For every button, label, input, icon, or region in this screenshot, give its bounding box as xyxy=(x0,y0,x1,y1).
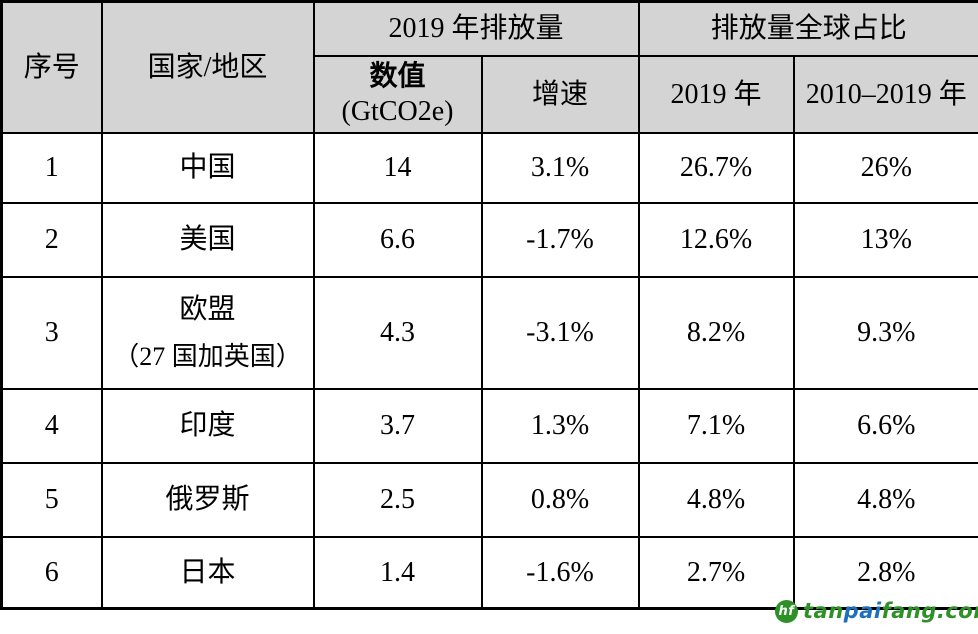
cell-growth: -3.1% xyxy=(480,275,640,390)
cell-growth: 3.1% xyxy=(480,131,640,204)
cell-share-2010-2019: 2.8% xyxy=(792,535,978,610)
cell-country: 美国 xyxy=(100,201,315,278)
cell-country: 日本 xyxy=(100,535,315,610)
table-row: 4 印度 3.7 1.3% 7.1% 6.6% xyxy=(0,387,978,464)
cell-share-2019: 2.7% xyxy=(637,535,795,610)
header-cell-share-2010-2019: 2010–2019 年 xyxy=(792,54,978,134)
cell-share-2019: 7.1% xyxy=(637,387,795,464)
tanpaifang-logo-icon: hf xyxy=(775,599,798,623)
table-row: 1 中国 14 3.1% 26.7% 26% xyxy=(0,131,978,204)
header-value-unit: (GtCO2e) xyxy=(341,96,454,127)
country-subtitle: （27 国加英国） xyxy=(113,341,302,371)
cell-no: 6 xyxy=(0,535,103,610)
cell-share-2010-2019: 9.3% xyxy=(792,275,978,390)
cell-country: 中国 xyxy=(100,131,315,204)
cell-share-2019: 4.8% xyxy=(637,461,795,538)
cell-value: 14 xyxy=(312,131,483,204)
table-row: 6 日本 1.4 -1.6% 2.7% 2.8% xyxy=(0,535,978,610)
cell-no: 4 xyxy=(0,387,103,464)
cell-growth: -1.6% xyxy=(480,535,640,610)
cell-share-2019: 12.6% xyxy=(637,201,795,278)
header-row-subcolumns: 数值 (GtCO2e) 增速 2019 年 2010–2019 年 xyxy=(2,54,978,134)
header-cell-value-gtco2e: 数值 (GtCO2e) xyxy=(312,54,483,134)
header-cell-no: 序号 xyxy=(0,0,103,134)
emissions-table: 序号 国家/地区 2019 年排放量 排放量全球占比 数值 (GtCO2e) 增… xyxy=(0,0,978,610)
cell-share-2019: 8.2% xyxy=(637,275,795,390)
cell-no: 2 xyxy=(0,201,103,278)
cell-share-2010-2019: 6.6% xyxy=(792,387,978,464)
cell-no: 1 xyxy=(0,131,103,204)
table-row: 5 俄罗斯 2.5 0.8% 4.8% 4.8% xyxy=(0,461,978,538)
header-row-groups: 序号 国家/地区 2019 年排放量 排放量全球占比 xyxy=(0,0,978,134)
cell-share-2010-2019: 13% xyxy=(792,201,978,278)
cell-share-2010-2019: 26% xyxy=(792,131,978,204)
country-name: 欧盟 xyxy=(179,293,236,325)
cell-country: 印度 xyxy=(100,387,315,464)
cell-no: 3 xyxy=(0,275,103,390)
watermark-tanpaifang: hf tanpaifang.com xyxy=(775,599,978,623)
cell-growth: 0.8% xyxy=(480,461,640,538)
cell-value: 1.4 xyxy=(312,535,483,610)
watermark-text: tanpaifang.com xyxy=(803,599,978,623)
header-cell-growth: 增速 xyxy=(480,54,640,134)
table-row: 3 欧盟 （27 国加英国） 4.3 -3.1% 8.2% 9.3% xyxy=(0,275,978,390)
cell-country: 欧盟 （27 国加英国） xyxy=(100,275,315,390)
cell-value: 6.6 xyxy=(312,201,483,278)
cell-no: 5 xyxy=(0,461,103,538)
cell-growth: -1.7% xyxy=(480,201,640,278)
cell-growth: 1.3% xyxy=(480,387,640,464)
header-group-2019-emissions: 2019 年排放量 xyxy=(312,0,640,57)
header-cell-share-2019: 2019 年 xyxy=(637,54,795,134)
table-row: 2 美国 6.6 -1.7% 12.6% 13% xyxy=(0,201,978,278)
cell-share-2010-2019: 4.8% xyxy=(792,461,978,538)
cell-value: 4.3 xyxy=(312,275,483,390)
header-value-label: 数值 xyxy=(369,61,426,92)
header-group-global-share: 排放量全球占比 xyxy=(637,0,978,57)
header-cell-country: 国家/地区 xyxy=(100,0,315,134)
cell-value: 3.7 xyxy=(312,387,483,464)
cell-share-2019: 26.7% xyxy=(637,131,795,204)
cell-value: 2.5 xyxy=(312,461,483,538)
cell-country: 俄罗斯 xyxy=(100,461,315,538)
